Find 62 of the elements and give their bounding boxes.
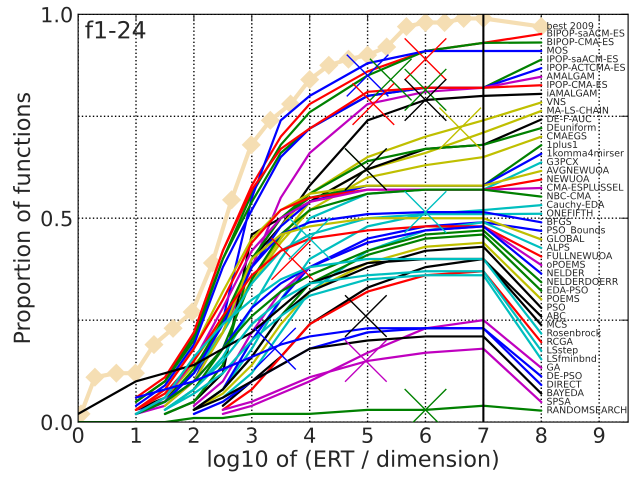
x-tick-label: 4 — [304, 428, 316, 443]
series-label: 1komma4mirser — [548, 149, 624, 157]
series-label: Rosenbrock — [547, 329, 602, 336]
series-label: DE-PSO — [547, 372, 582, 380]
x-tick-label: 7 — [478, 428, 488, 443]
series-label: iAMALGAM — [547, 89, 596, 97]
series-label: EDA-PSO — [547, 286, 588, 294]
series-label: CMAEGS — [547, 132, 586, 140]
series-label: PSO_Bounds — [547, 226, 606, 236]
series-label: DIRECT — [547, 380, 582, 388]
x-tick-label: 3 — [246, 427, 257, 444]
series-label: 1plus1 — [548, 140, 578, 150]
series-label: VNS — [546, 98, 566, 106]
y-axis-title: Proportion of functions — [13, 93, 35, 342]
series-label: oPOEMS — [547, 260, 585, 268]
x-tick-label: 9 — [594, 427, 604, 444]
series-label: best 2009 — [547, 22, 594, 30]
x-axis-title: log10 of (ERT / dimension) — [208, 450, 498, 472]
series-label: MA-LS-CHAIN — [547, 106, 608, 114]
series-label: GA — [547, 363, 560, 371]
series-label: SPSA — [547, 398, 571, 405]
series-label: IPOP-ACTCMA-ES — [547, 64, 626, 71]
series-label: LSstep — [547, 346, 578, 356]
series-label: DEuniform — [547, 124, 596, 131]
y-tick-label: 0.0 — [42, 414, 72, 430]
series-label: AMALGAM — [546, 72, 594, 80]
series-label: POEMS — [547, 294, 580, 302]
series-label: ALPS — [546, 244, 570, 251]
series-label: NELDER — [547, 269, 584, 276]
series-label: BIPOP-saACM-ES — [547, 30, 624, 37]
series-label: GLOBAL — [547, 235, 584, 242]
x-tick-label: 6 — [420, 427, 431, 444]
series-label: IPOP-saACM-ES — [547, 55, 618, 62]
series-label: BFGS — [547, 218, 572, 226]
series-label: BAYEDA — [547, 389, 584, 396]
series-label: PSO — [547, 304, 566, 311]
series-label: MCS — [547, 320, 567, 328]
x-tick-label: 0 — [72, 427, 84, 444]
series-label: MOS — [547, 46, 568, 54]
x-tick-label: 2 — [188, 427, 198, 443]
series-label: IPOP-CMA-ES — [547, 80, 608, 88]
y-tick-label: 0.5 — [42, 210, 72, 226]
chart-title: f1-24 — [85, 20, 146, 38]
series-label: G3PCX — [547, 158, 578, 166]
x-tick-label: 1 — [132, 428, 141, 443]
series-label: RANDOMSEARCH — [547, 406, 626, 414]
x-tick-label: 8 — [536, 427, 546, 444]
series-label: NBC-CMA — [547, 192, 591, 200]
series-label: LSfminbnd — [547, 354, 596, 362]
series-label: NEWUOA — [547, 175, 590, 182]
series-label: ABC — [546, 312, 566, 320]
series-label: CMA-ESPLUSSEL — [547, 184, 624, 191]
series-label: DE-F-AUC — [547, 115, 592, 122]
x-tick-label: 5 — [362, 428, 372, 444]
series-label: AVGNEWUOA — [546, 166, 610, 174]
series-label: ONEFIFTH — [547, 209, 592, 216]
series-label: BIPOP-CMA-ES — [547, 38, 614, 46]
series-label: RCGA — [547, 338, 573, 345]
series-label: NELDERDOERR — [547, 278, 618, 285]
series-label: Cauchy-EDA — [547, 200, 604, 210]
series-label: FULLNEWUOA — [547, 252, 612, 260]
y-tick-label: 1.0 — [42, 6, 72, 23]
